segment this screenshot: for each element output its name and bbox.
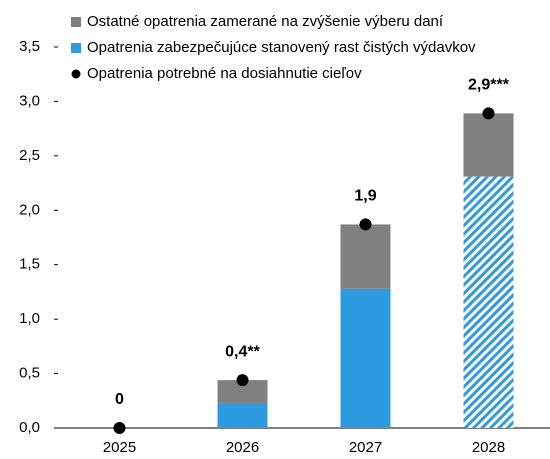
x-tick-label: 2028	[472, 439, 505, 456]
value-label: 0,4**	[225, 343, 260, 360]
y-tick-label: 0,0	[19, 419, 40, 436]
y-tick-label: 2,0	[19, 201, 40, 218]
legend-label: Opatrenia zabezpečujúce stanovený rast č…	[87, 39, 476, 56]
x-tick-label: 2027	[349, 439, 382, 456]
dot	[359, 218, 372, 231]
dot	[113, 422, 126, 434]
legend-label: Ostatné opatrenia zamerané na zvýšenie v…	[87, 13, 444, 30]
y-tick-label: 3,5	[19, 38, 40, 55]
legend-marker	[71, 43, 81, 53]
dot	[482, 107, 495, 120]
y-tick-label: 0,5	[19, 365, 40, 382]
legend-label: Opatrenia potrebné na dosiahnutie cieľov	[87, 65, 362, 82]
legend-marker	[71, 69, 81, 79]
dot	[236, 374, 249, 387]
bar-segment	[340, 224, 391, 289]
value-label: 1,9	[354, 188, 376, 205]
x-tick-label: 2025	[103, 439, 136, 456]
x-tick-label: 2026	[226, 439, 259, 456]
bar-segment	[217, 402, 268, 428]
bar-segment	[217, 380, 268, 403]
y-tick-label: 2,5	[19, 147, 40, 164]
y-tick-label: 1,0	[19, 310, 40, 327]
bar-segment	[463, 113, 514, 177]
value-label: 2,9***	[468, 77, 510, 94]
y-tick-label: 1,5	[19, 256, 40, 273]
bar-segment	[340, 288, 391, 428]
legend-marker	[71, 17, 81, 27]
bar-segment	[463, 176, 514, 428]
y-tick-label: 3,0	[19, 92, 40, 109]
value-label: 0	[115, 391, 124, 408]
